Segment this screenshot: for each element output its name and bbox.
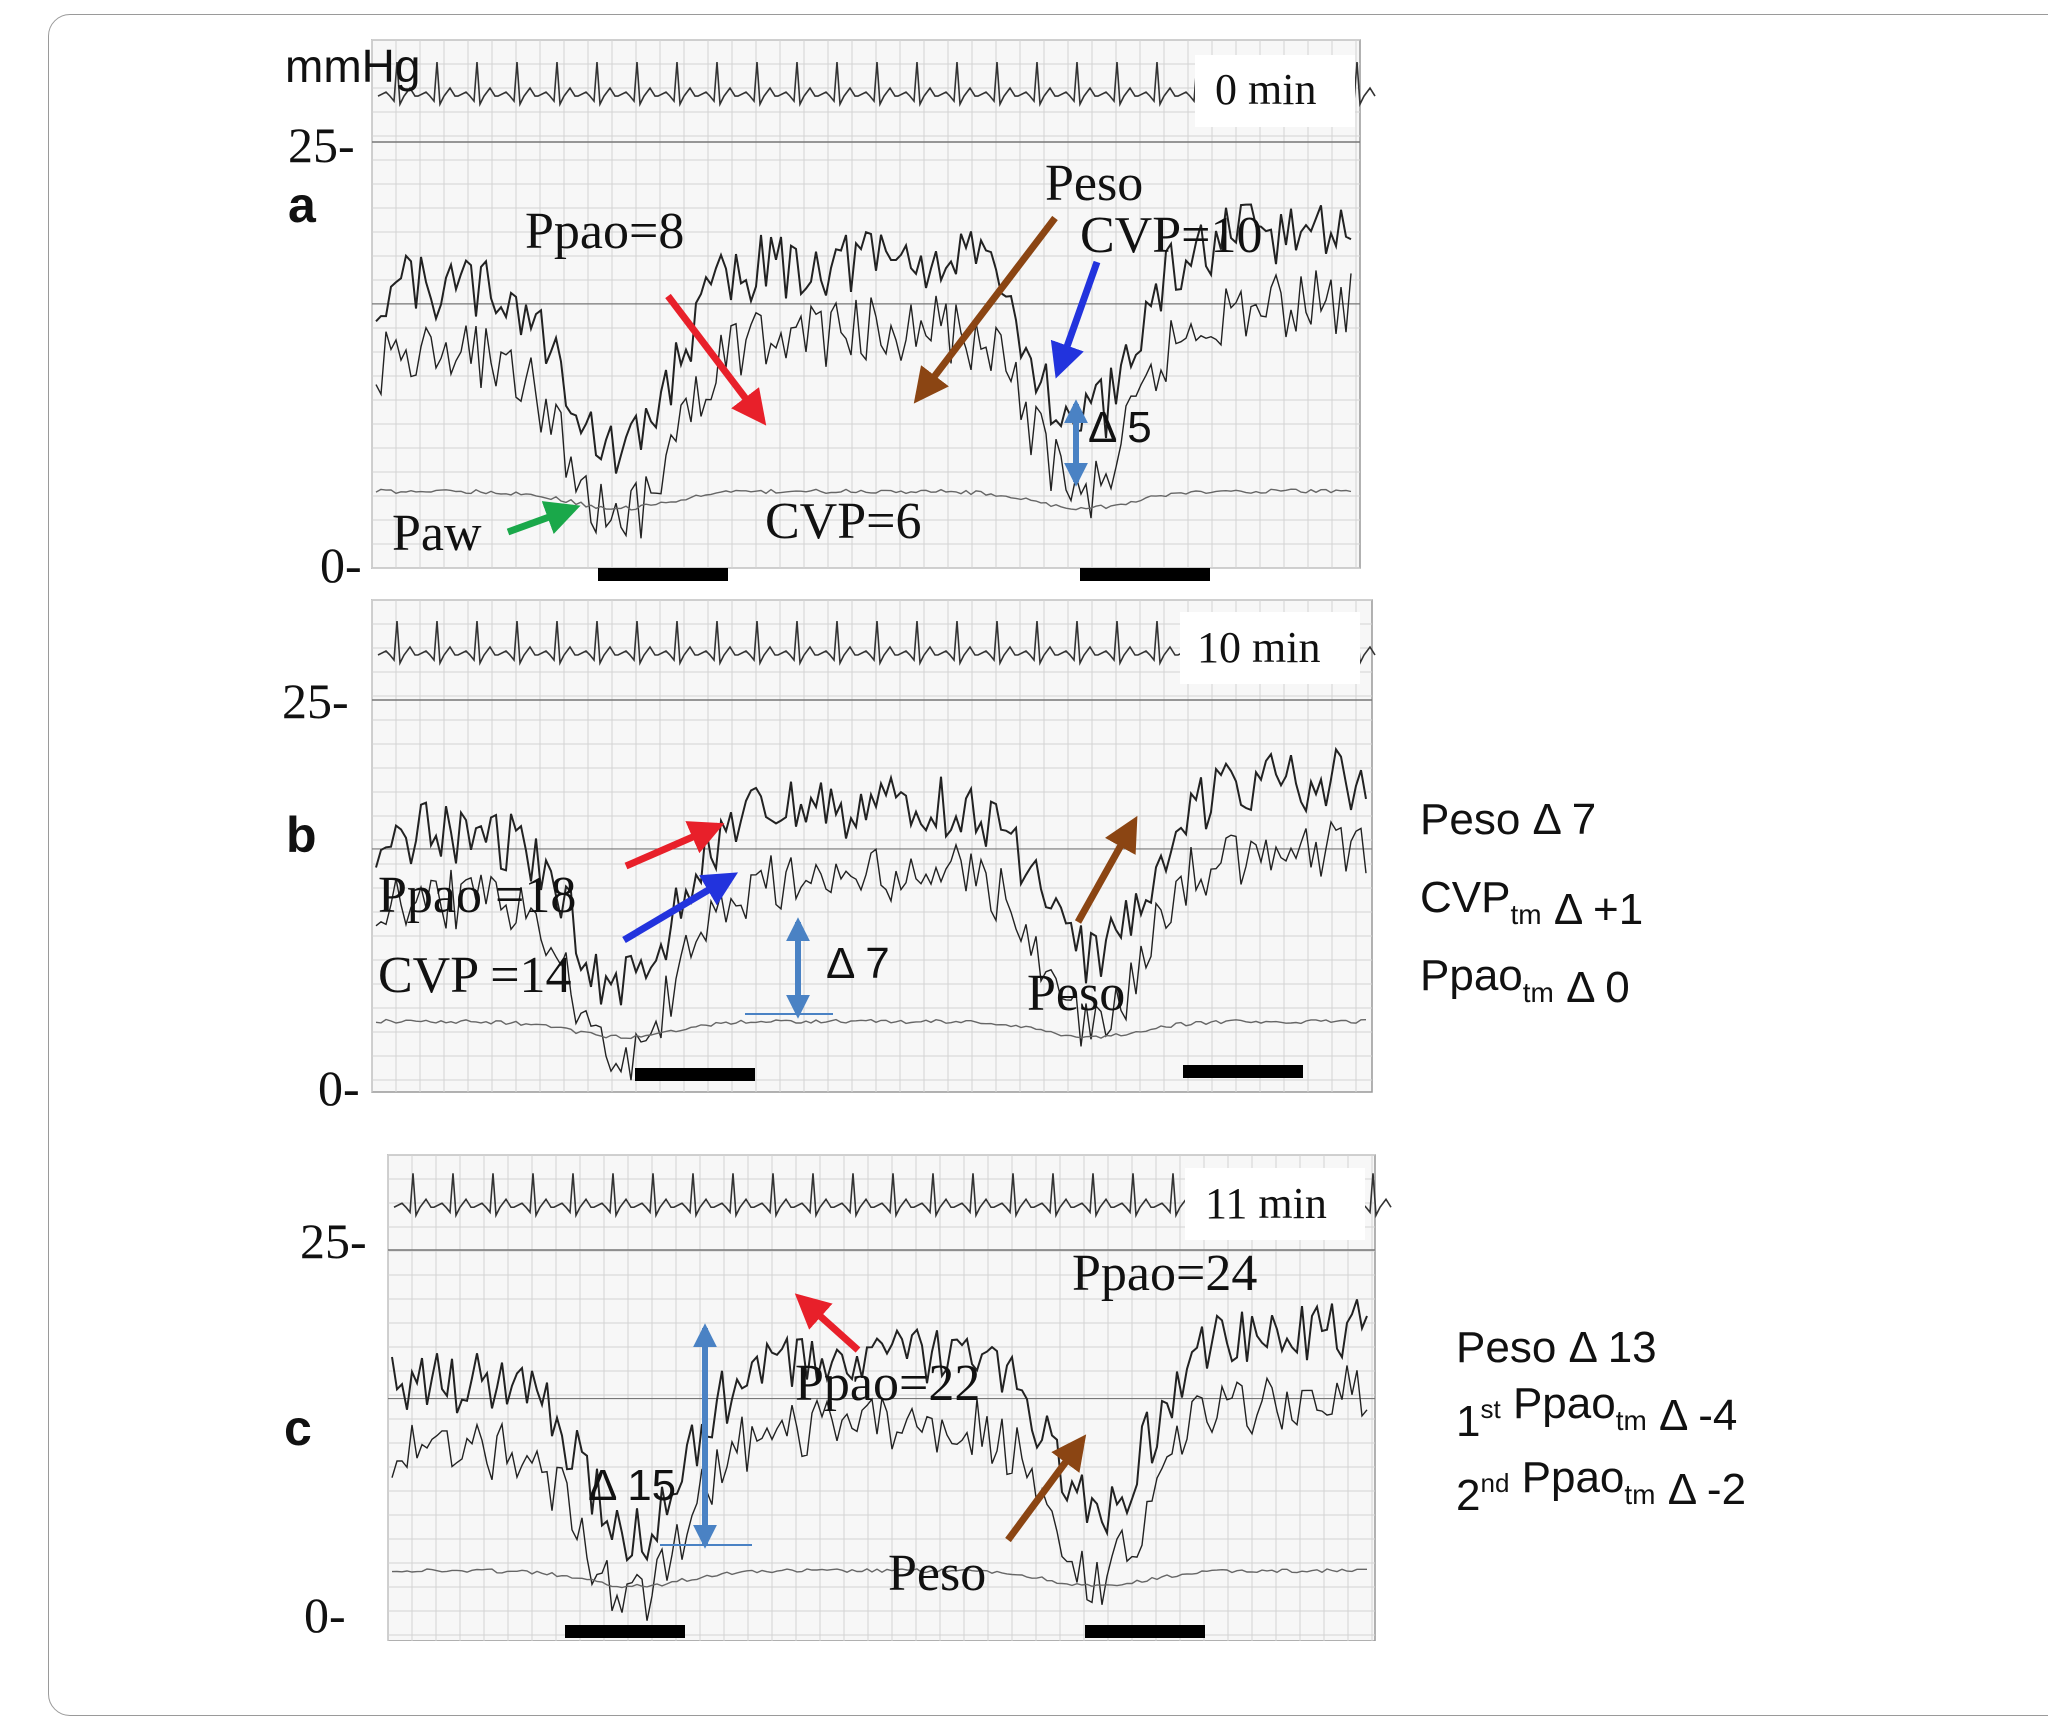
panel-b-red-arrow [624, 821, 725, 870]
panel-a-brown-arrow [913, 215, 1058, 404]
panel-c: 11 min 25- 0- c Ppao=24 Ppao=22 Δ 15 Pes… [284, 1154, 1746, 1641]
figure-canvas: 0 min mmHg 25- 0- a Ppao=8 Peso CVP=10 Δ… [282, 39, 1746, 1641]
panel-c-time: 11 min [1205, 1179, 1327, 1228]
panel-a-grid [371, 39, 1361, 569]
panel-b: 10 min 25- 0- b Ppao =18 CVP =14 Δ 7 Pes… [282, 599, 1643, 1116]
side-note: Peso Δ 13 [1456, 1323, 1657, 1372]
panel-a-peso-label: Peso [1045, 155, 1143, 212]
panel-c-delta-label: Δ 15 [588, 1461, 676, 1510]
panel-c-y-bottom: 0- [304, 1587, 346, 1641]
panel-a-green-arrow [506, 501, 581, 536]
panel-a-delta-label: Δ 5 [1088, 403, 1152, 452]
panel-a-y-top: 25- [288, 117, 355, 173]
panel-c-ppao-low-label: Ppao=22 [795, 1355, 980, 1412]
panel-c-traces [391, 1299, 1368, 1621]
panel-a-red-arrow [665, 293, 767, 426]
panel-a-traces [375, 203, 1352, 539]
side-note: CVPtm Δ +1 [1420, 873, 1643, 934]
panel-b-traces [375, 746, 1367, 1081]
panel-c-bar-1 [565, 1625, 685, 1638]
panel-b-blue-arrow [622, 872, 739, 944]
panel-b-time-box [1180, 612, 1360, 684]
panel-a: 0 min mmHg 25- 0- a Ppao=8 Peso CVP=10 Δ… [285, 39, 1376, 593]
panel-b-side-notes: Peso Δ 7 CVPtm Δ +1 Ppaotm Δ 0 [1420, 795, 1643, 1012]
panel-b-y-bottom: 0- [318, 1060, 360, 1116]
side-note: 1st Ppaotm Δ -4 [1456, 1379, 1737, 1446]
panel-b-bar-2 [1183, 1065, 1303, 1078]
panel-c-letter: c [284, 1400, 312, 1456]
panel-b-ppao-label: Ppao =18 [378, 867, 576, 924]
panel-c-peso-label: Peso [888, 1545, 986, 1602]
panel-c-time-box [1185, 1168, 1365, 1240]
panel-c-red-arrow [794, 1293, 861, 1353]
panel-b-y-top: 25- [282, 673, 349, 729]
panel-a-bar-2 [1080, 568, 1210, 581]
panel-a-blue-arrow [1050, 260, 1101, 379]
panel-b-bar-1 [635, 1068, 755, 1081]
panel-a-cvp-high-label: CVP=10 [1080, 207, 1262, 264]
panel-b-cvp-label: CVP =14 [378, 947, 572, 1004]
panel-c-y-top: 25- [300, 1213, 367, 1269]
panel-a-time: 0 min [1215, 65, 1316, 114]
panel-c-brown-arrow [1005, 1434, 1087, 1543]
panel-a-letter: a [288, 177, 317, 233]
unit-label: mmHg [285, 40, 420, 92]
panel-b-brown-arrow [1074, 815, 1138, 924]
side-note: Ppaotm Δ 0 [1420, 951, 1630, 1012]
panel-b-time: 10 min [1197, 623, 1320, 672]
panel-b-peso-label: Peso [1027, 965, 1125, 1022]
panel-a-bar-1 [598, 568, 728, 581]
side-note: 2nd Ppaotm Δ -2 [1456, 1453, 1746, 1520]
panel-a-paw-label: Paw [392, 505, 482, 562]
panel-a-ppao-label: Ppao=8 [525, 203, 684, 260]
side-note: Peso Δ 7 [1420, 795, 1596, 844]
panel-b-delta-label: Δ 7 [826, 939, 890, 988]
panel-b-letter: b [286, 807, 317, 863]
panel-a-time-box [1195, 55, 1355, 127]
panel-a-cvp-low-label: CVP=6 [765, 493, 921, 550]
panel-a-y-bottom: 0- [320, 537, 362, 593]
panel-c-ppao-high-label: Ppao=24 [1072, 1245, 1257, 1302]
panel-c-side-notes: Peso Δ 13 1st Ppaotm Δ -4 2nd Ppaotm Δ -2 [1456, 1323, 1746, 1520]
panel-c-bar-2 [1085, 1625, 1205, 1638]
